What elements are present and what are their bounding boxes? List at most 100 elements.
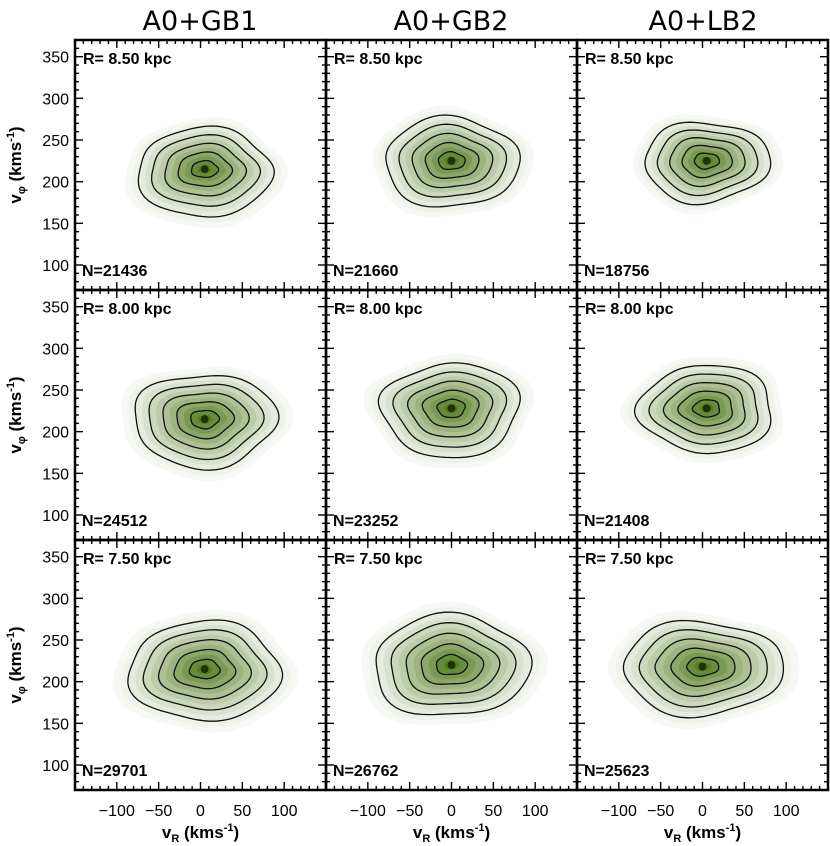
x-tick-label: 50 bbox=[233, 803, 251, 820]
x-axis-labels: −100 −50 0 50 100 vR (kms-1) −100 −50 0 50 100 vR (… bbox=[99, 803, 800, 845]
contour-line bbox=[162, 392, 250, 450]
panel-radius-label: R= 8.00 kpc bbox=[585, 301, 674, 318]
panel-radius-label: R= 7.50 kpc bbox=[585, 551, 674, 568]
y-tick-label: 350 bbox=[42, 300, 69, 317]
density-map bbox=[607, 611, 800, 729]
column-title-a0-lb2: A0+LB2 bbox=[648, 6, 757, 37]
panel-star-count: N=21436 bbox=[82, 263, 147, 280]
x-tick-label: 100 bbox=[271, 803, 298, 820]
x-tick-label: −100 bbox=[350, 803, 386, 820]
contour-line bbox=[435, 653, 469, 676]
contour-line bbox=[633, 364, 772, 455]
contour-line bbox=[137, 125, 275, 218]
panel-star-count: N=21408 bbox=[584, 513, 649, 530]
contour-line bbox=[654, 638, 752, 698]
density-peak bbox=[702, 404, 711, 413]
y-tick-label: 300 bbox=[42, 591, 69, 608]
y-tick-label: 150 bbox=[42, 716, 69, 733]
density-peak bbox=[698, 662, 707, 671]
x-axis-title: vR (kms-1) bbox=[162, 822, 239, 845]
panel-star-count: N=21660 bbox=[333, 263, 398, 280]
y-tick-label: 200 bbox=[42, 425, 69, 442]
contour-line bbox=[150, 134, 262, 207]
contour-line bbox=[669, 137, 746, 188]
x-tick-label: 0 bbox=[698, 803, 707, 820]
contour-line bbox=[436, 398, 466, 419]
column-title-a0-gb1: A0+GB1 bbox=[143, 6, 258, 37]
density-map bbox=[632, 114, 784, 215]
x-axis-title: vR (kms-1) bbox=[664, 822, 741, 845]
panel-2-3: R= 8.00 kpc N=21408 bbox=[575, 288, 830, 542]
density-peak bbox=[447, 404, 456, 413]
x-tick-label: −100 bbox=[99, 803, 135, 820]
y-tick-label: 100 bbox=[42, 508, 69, 525]
y-tick-label: 100 bbox=[42, 758, 69, 775]
density-map bbox=[363, 353, 534, 469]
contour-line bbox=[677, 390, 733, 427]
y-axis-title: vφ (kms-1) bbox=[5, 626, 28, 703]
y-tick-label: 350 bbox=[42, 50, 69, 67]
contour-line bbox=[190, 409, 221, 430]
contour-line bbox=[644, 121, 772, 206]
contour-line bbox=[148, 383, 265, 461]
contour-line bbox=[437, 151, 466, 171]
panel-radius-label: R= 7.50 kpc bbox=[334, 551, 423, 568]
y-tick-label: 100 bbox=[42, 258, 69, 275]
y-tick-label: 150 bbox=[42, 216, 69, 233]
contour-line bbox=[622, 619, 785, 719]
column-titles: A0+GB1 A0+GB2 A0+LB2 bbox=[143, 6, 758, 37]
panel-star-count: N=23252 bbox=[333, 513, 398, 530]
x-axis-title: vR (kms-1) bbox=[413, 822, 490, 845]
y-tick-label: 350 bbox=[42, 550, 69, 567]
panel-radius-label: R= 8.00 kpc bbox=[334, 301, 423, 318]
density-map bbox=[361, 601, 549, 726]
contour-line bbox=[134, 374, 280, 471]
y-tick-label: 250 bbox=[42, 383, 69, 400]
y-tick-label: 250 bbox=[42, 633, 69, 650]
x-tick-label: 100 bbox=[773, 803, 800, 820]
panel-2-1: R= 8.00 kpc N=24512 bbox=[73, 288, 328, 542]
y-tick-label: 300 bbox=[42, 91, 69, 108]
x-tick-label: −50 bbox=[396, 803, 423, 820]
contour-line bbox=[398, 123, 508, 198]
panel-radius-label: R= 7.50 kpc bbox=[83, 551, 172, 568]
contour-line bbox=[190, 159, 220, 179]
contour-line bbox=[686, 656, 720, 677]
contour-line bbox=[421, 389, 480, 428]
panel-3-2: R= 7.50 kpc N=26762 bbox=[324, 538, 579, 792]
contour-line bbox=[177, 151, 234, 188]
panel-star-count: N=29701 bbox=[82, 763, 147, 780]
contour-line bbox=[638, 629, 768, 708]
panel-1-3: R= 8.50 kpc N=18756 bbox=[575, 38, 830, 292]
panel-3-3: R= 7.50 kpc N=25623 bbox=[575, 538, 830, 792]
contour-line bbox=[375, 611, 533, 716]
x-tick-label: −50 bbox=[145, 803, 172, 820]
density-map bbox=[620, 357, 784, 464]
y-tick-label: 150 bbox=[42, 466, 69, 483]
contour-line bbox=[648, 373, 759, 445]
y-tick-label: 200 bbox=[42, 175, 69, 192]
panel-star-count: N=18756 bbox=[584, 263, 649, 280]
column-title-a0-gb2: A0+GB2 bbox=[394, 6, 509, 37]
density-map bbox=[372, 105, 534, 218]
x-tick-label: 50 bbox=[484, 803, 502, 820]
contour-line bbox=[176, 401, 236, 440]
panel-star-count: N=24512 bbox=[82, 513, 147, 530]
panel-radius-label: R= 8.50 kpc bbox=[585, 51, 674, 68]
contour-line bbox=[188, 658, 221, 680]
panel-radius-label: R= 8.50 kpc bbox=[334, 51, 423, 68]
contour-line bbox=[411, 132, 494, 189]
contour-line bbox=[693, 152, 721, 170]
contour-line bbox=[377, 362, 521, 459]
contour-line bbox=[164, 142, 248, 197]
panel-1-2: R= 8.50 kpc N=21660 bbox=[324, 38, 579, 292]
y-axis-title: vφ (kms-1) bbox=[5, 376, 28, 453]
x-tick-label: −100 bbox=[601, 803, 637, 820]
panel-3-1: R= 7.50 kpc N=29701 bbox=[73, 538, 328, 792]
density-map bbox=[121, 366, 294, 482]
contour-line bbox=[127, 619, 284, 722]
x-tick-label: 0 bbox=[447, 803, 456, 820]
contour-line bbox=[656, 129, 759, 197]
contour-line bbox=[405, 632, 501, 695]
